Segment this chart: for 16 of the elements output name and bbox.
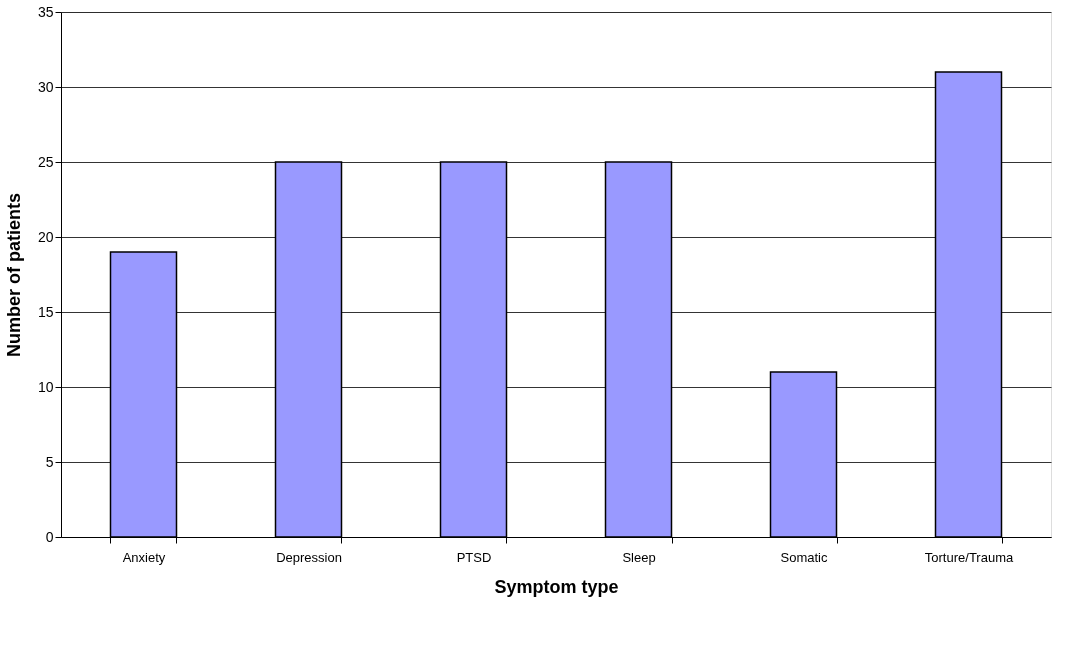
y-tick-label: 5 bbox=[45, 453, 54, 470]
y-tick-label: 25 bbox=[37, 153, 54, 170]
y-axis-title: Number of patients bbox=[3, 192, 24, 358]
y-tick-label: 0 bbox=[45, 528, 54, 545]
y-tick-label: 20 bbox=[37, 228, 54, 245]
x-tick-label: Somatic bbox=[780, 549, 828, 565]
x-tick-label: Depression bbox=[276, 549, 342, 565]
x-tick-label: Torture/Trauma bbox=[924, 549, 1014, 565]
x-tick-label: Anxiety bbox=[122, 549, 166, 565]
y-tick-label: 30 bbox=[37, 78, 54, 95]
y-tick-label: 35 bbox=[37, 3, 54, 20]
x-tick-label: Sleep bbox=[622, 549, 656, 565]
y-tick-label: 15 bbox=[37, 303, 54, 320]
x-tick-label: PTSD bbox=[456, 549, 492, 565]
x-axis-title: Symptom type bbox=[494, 576, 619, 597]
y-tick-label: 10 bbox=[37, 378, 54, 395]
